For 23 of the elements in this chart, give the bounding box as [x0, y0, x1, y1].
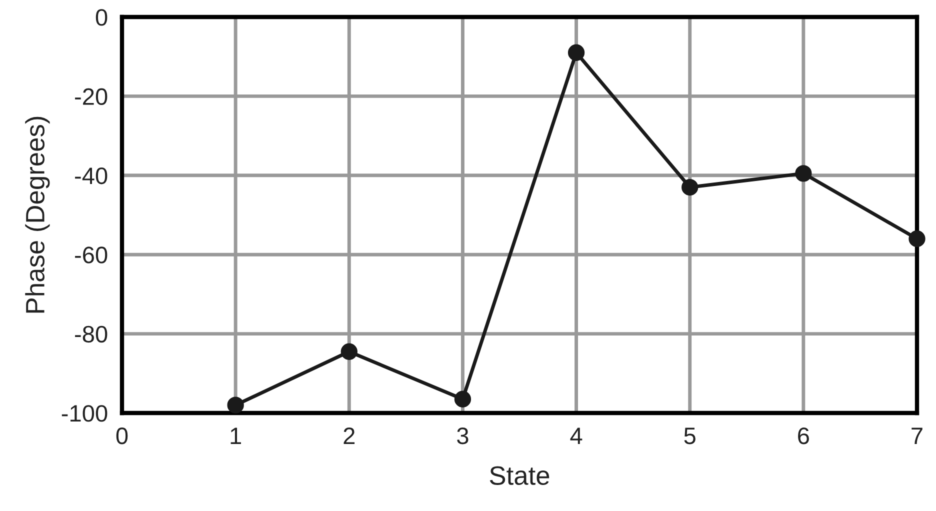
point [908, 230, 926, 248]
point [227, 396, 244, 414]
x-tick-label: 0 [116, 428, 128, 444]
y-tick-label: 0 [96, 9, 108, 26]
x-tick-label: 6 [798, 428, 809, 444]
y-tick-label: -60 [75, 246, 108, 264]
x-axis-title: State [490, 466, 550, 485]
point [568, 44, 585, 61]
y-tick-label: -100 [62, 405, 108, 422]
x-tick-label: 4 [570, 428, 582, 444]
point [340, 343, 358, 360]
x-tick-label: 3 [457, 428, 468, 444]
x-tick-label: 1 [230, 428, 241, 444]
x-tick-label: 7 [912, 428, 922, 444]
y-tick-label: -40 [75, 167, 108, 184]
y-tick-label: -80 [75, 326, 108, 343]
x-tick-label: 2 [344, 428, 355, 444]
point [795, 165, 812, 182]
y-axis-title: Phase (Degrees) [25, 116, 50, 313]
y-tick-label: -20 [75, 88, 108, 105]
point [682, 178, 698, 196]
point [454, 390, 472, 408]
x-tick-label: 5 [684, 428, 696, 444]
